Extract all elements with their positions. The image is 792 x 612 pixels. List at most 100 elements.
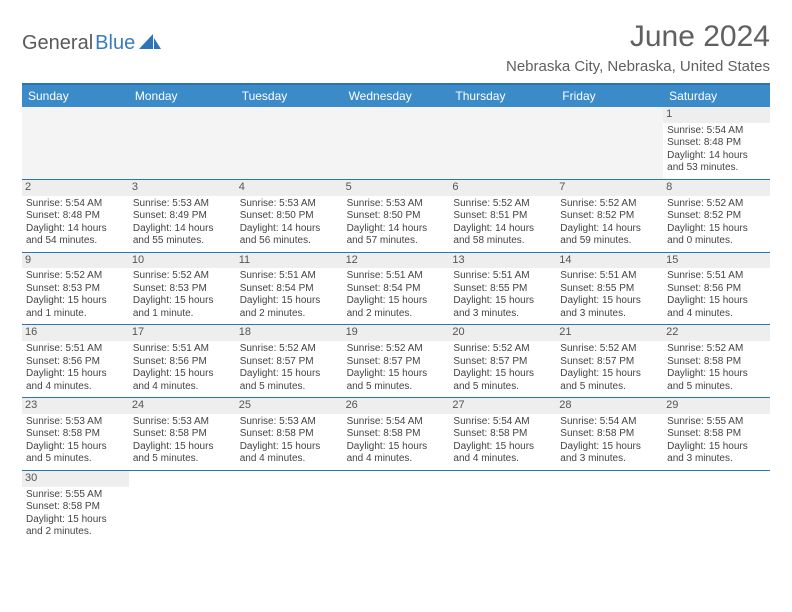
daylight-line: Daylight: 15 hours and 0 minutes. xyxy=(667,223,766,248)
sunrise-line: Sunrise: 5:51 AM xyxy=(667,270,766,283)
calendar-cell: 16Sunrise: 5:51 AMSunset: 8:56 PMDayligh… xyxy=(22,325,129,397)
daylight-line: Daylight: 14 hours and 56 minutes. xyxy=(240,223,339,248)
sunset-line: Sunset: 8:54 PM xyxy=(347,283,446,296)
calendar-cell: 8Sunrise: 5:52 AMSunset: 8:52 PMDaylight… xyxy=(663,180,770,252)
day-number: 1 xyxy=(663,107,770,123)
sunset-line: Sunset: 8:50 PM xyxy=(347,210,446,223)
sunrise-line: Sunrise: 5:51 AM xyxy=(240,270,339,283)
calendar-cell-empty xyxy=(129,107,236,179)
day-number: 4 xyxy=(236,180,343,196)
daylight-line: Daylight: 15 hours and 3 minutes. xyxy=(560,441,659,466)
daylight-line: Daylight: 15 hours and 4 minutes. xyxy=(133,368,232,393)
sunset-line: Sunset: 8:48 PM xyxy=(26,210,125,223)
sunset-line: Sunset: 8:50 PM xyxy=(240,210,339,223)
calendar-cell: 11Sunrise: 5:51 AMSunset: 8:54 PMDayligh… xyxy=(236,253,343,325)
sunrise-line: Sunrise: 5:53 AM xyxy=(347,198,446,211)
day-number: 9 xyxy=(22,253,129,269)
day-headers-row: SundayMondayTuesdayWednesdayThursdayFrid… xyxy=(22,85,770,107)
calendar-cell: 6Sunrise: 5:52 AMSunset: 8:51 PMDaylight… xyxy=(449,180,556,252)
sunset-line: Sunset: 8:56 PM xyxy=(667,283,766,296)
calendar-cell: 15Sunrise: 5:51 AMSunset: 8:56 PMDayligh… xyxy=(663,253,770,325)
day-number: 16 xyxy=(22,325,129,341)
sunset-line: Sunset: 8:53 PM xyxy=(26,283,125,296)
daylight-line: Daylight: 15 hours and 3 minutes. xyxy=(667,441,766,466)
daylight-line: Daylight: 15 hours and 5 minutes. xyxy=(453,368,552,393)
calendar-cell-empty xyxy=(343,471,450,543)
day-number: 7 xyxy=(556,180,663,196)
daylight-line: Daylight: 15 hours and 2 minutes. xyxy=(26,514,125,539)
calendar-cell: 12Sunrise: 5:51 AMSunset: 8:54 PMDayligh… xyxy=(343,253,450,325)
sunset-line: Sunset: 8:55 PM xyxy=(453,283,552,296)
sunrise-line: Sunrise: 5:52 AM xyxy=(667,343,766,356)
day-number: 20 xyxy=(449,325,556,341)
week-row: 9Sunrise: 5:52 AMSunset: 8:53 PMDaylight… xyxy=(22,253,770,326)
day-number: 22 xyxy=(663,325,770,341)
sunrise-line: Sunrise: 5:51 AM xyxy=(560,270,659,283)
month-title: June 2024 xyxy=(506,20,770,54)
sunrise-line: Sunrise: 5:52 AM xyxy=(240,343,339,356)
calendar-cell: 20Sunrise: 5:52 AMSunset: 8:57 PMDayligh… xyxy=(449,325,556,397)
calendar-cell: 25Sunrise: 5:53 AMSunset: 8:58 PMDayligh… xyxy=(236,398,343,470)
daylight-line: Daylight: 15 hours and 1 minute. xyxy=(26,295,125,320)
day-number: 17 xyxy=(129,325,236,341)
sunrise-line: Sunrise: 5:52 AM xyxy=(560,343,659,356)
sunrise-line: Sunrise: 5:54 AM xyxy=(453,416,552,429)
daylight-line: Daylight: 15 hours and 5 minutes. xyxy=(26,441,125,466)
daylight-line: Daylight: 15 hours and 2 minutes. xyxy=(347,295,446,320)
sunset-line: Sunset: 8:58 PM xyxy=(347,428,446,441)
sunset-line: Sunset: 8:57 PM xyxy=(240,356,339,369)
calendar-cell: 18Sunrise: 5:52 AMSunset: 8:57 PMDayligh… xyxy=(236,325,343,397)
day-number: 26 xyxy=(343,398,450,414)
day-number: 18 xyxy=(236,325,343,341)
day-number: 25 xyxy=(236,398,343,414)
daylight-line: Daylight: 14 hours and 57 minutes. xyxy=(347,223,446,248)
sunset-line: Sunset: 8:48 PM xyxy=(667,137,766,150)
sunrise-line: Sunrise: 5:53 AM xyxy=(240,198,339,211)
sunset-line: Sunset: 8:52 PM xyxy=(667,210,766,223)
day-number: 15 xyxy=(663,253,770,269)
daylight-line: Daylight: 15 hours and 1 minute. xyxy=(133,295,232,320)
calendar-cell: 14Sunrise: 5:51 AMSunset: 8:55 PMDayligh… xyxy=(556,253,663,325)
calendar-cell: 23Sunrise: 5:53 AMSunset: 8:58 PMDayligh… xyxy=(22,398,129,470)
weeks-container: 1Sunrise: 5:54 AMSunset: 8:48 PMDaylight… xyxy=(22,107,770,543)
day-header: Sunday xyxy=(22,85,129,107)
sunset-line: Sunset: 8:58 PM xyxy=(26,501,125,514)
sunset-line: Sunset: 8:54 PM xyxy=(240,283,339,296)
sunrise-line: Sunrise: 5:52 AM xyxy=(133,270,232,283)
calendar-cell-empty xyxy=(236,107,343,179)
logo: General Blue xyxy=(22,32,161,55)
calendar-cell: 4 Sunrise: 5:53 AMSunset: 8:50 PMDaylight… xyxy=(236,180,343,252)
day-number: 6 xyxy=(449,180,556,196)
sunset-line: Sunset: 8:49 PM xyxy=(133,210,232,223)
week-row: 1Sunrise: 5:54 AMSunset: 8:48 PMDaylight… xyxy=(22,107,770,180)
calendar-cell: 21Sunrise: 5:52 AMSunset: 8:57 PMDayligh… xyxy=(556,325,663,397)
sunrise-line: Sunrise: 5:53 AM xyxy=(240,416,339,429)
calendar-cell: 10Sunrise: 5:52 AMSunset: 8:53 PMDayligh… xyxy=(129,253,236,325)
daylight-line: Daylight: 15 hours and 5 minutes. xyxy=(667,368,766,393)
sunrise-line: Sunrise: 5:52 AM xyxy=(347,343,446,356)
calendar-cell-empty xyxy=(236,471,343,543)
daylight-line: Daylight: 15 hours and 3 minutes. xyxy=(453,295,552,320)
day-header: Wednesday xyxy=(343,85,450,107)
logo-sail-icon xyxy=(139,32,161,55)
sunset-line: Sunset: 8:51 PM xyxy=(453,210,552,223)
day-header: Tuesday xyxy=(236,85,343,107)
calendar: SundayMondayTuesdayWednesdayThursdayFrid… xyxy=(22,83,770,543)
daylight-line: Daylight: 14 hours and 53 minutes. xyxy=(667,150,766,175)
day-number: 21 xyxy=(556,325,663,341)
daylight-line: Daylight: 15 hours and 4 minutes. xyxy=(453,441,552,466)
day-number: 13 xyxy=(449,253,556,269)
day-number: 10 xyxy=(129,253,236,269)
calendar-cell: 28Sunrise: 5:54 AMSunset: 8:58 PMDayligh… xyxy=(556,398,663,470)
calendar-cell-empty xyxy=(556,107,663,179)
sunset-line: Sunset: 8:53 PM xyxy=(133,283,232,296)
daylight-line: Daylight: 15 hours and 4 minutes. xyxy=(667,295,766,320)
week-row: 16Sunrise: 5:51 AMSunset: 8:56 PMDayligh… xyxy=(22,325,770,398)
daylight-line: Daylight: 15 hours and 5 minutes. xyxy=(347,368,446,393)
day-number: 3 xyxy=(129,180,236,196)
day-header: Monday xyxy=(129,85,236,107)
daylight-line: Daylight: 14 hours and 59 minutes. xyxy=(560,223,659,248)
day-number: 5 xyxy=(343,180,450,196)
day-number: 2 xyxy=(22,180,129,196)
sunrise-line: Sunrise: 5:52 AM xyxy=(453,343,552,356)
